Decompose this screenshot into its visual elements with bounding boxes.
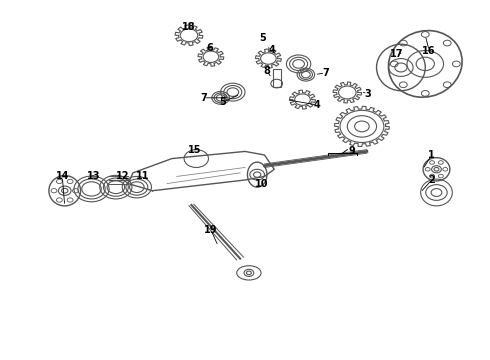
Text: 2: 2 (428, 175, 435, 185)
Text: 13: 13 (87, 171, 101, 181)
Text: 11: 11 (136, 171, 149, 181)
Text: 15: 15 (188, 145, 201, 155)
Text: 10: 10 (255, 179, 269, 189)
Text: 17: 17 (390, 49, 404, 59)
Text: 14: 14 (55, 171, 69, 181)
Text: 4: 4 (314, 100, 320, 110)
Text: 18: 18 (182, 22, 196, 32)
Text: 8: 8 (264, 66, 270, 76)
Text: 6: 6 (207, 43, 213, 53)
Text: 7: 7 (322, 68, 329, 78)
Text: 3: 3 (365, 89, 371, 99)
Text: 5: 5 (260, 33, 267, 43)
Text: 1: 1 (428, 150, 435, 160)
Text: 16: 16 (422, 46, 436, 56)
Text: 19: 19 (204, 225, 218, 235)
Text: 9: 9 (349, 147, 356, 157)
Bar (273, 69, 281, 87)
Text: 4: 4 (269, 45, 275, 55)
Text: 5: 5 (220, 97, 226, 107)
Text: 12: 12 (116, 171, 129, 181)
Text: 7: 7 (200, 93, 207, 103)
